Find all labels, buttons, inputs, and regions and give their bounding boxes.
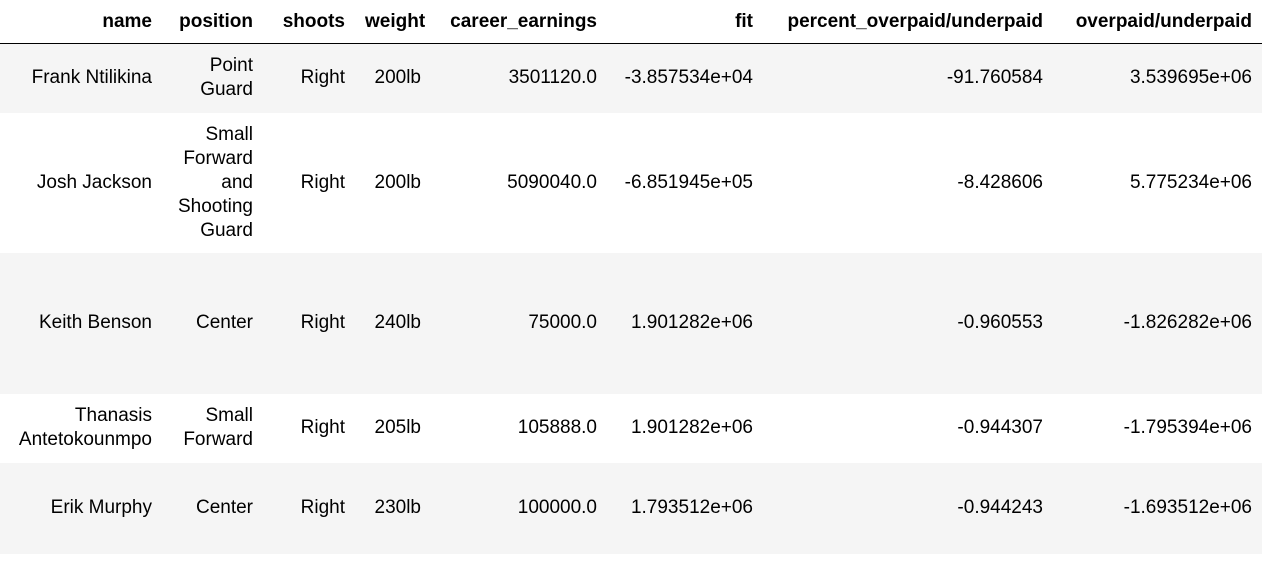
- cell-fit: 1.793512e+06: [607, 462, 763, 554]
- column-header-shoots: shoots: [263, 0, 355, 44]
- cell-percent-overpaid-underpaid: -8.428606: [763, 112, 1053, 253]
- cell-percent-overpaid-underpaid: -0.944243: [763, 462, 1053, 554]
- column-header-position: position: [162, 0, 263, 44]
- table-row: Frank Ntilikina Point Guard Right 200lb …: [0, 43, 1262, 113]
- cell-weight: 230lb: [355, 462, 431, 554]
- header-row: name position shoots weight career_earni…: [0, 0, 1262, 44]
- cell-position: Center: [162, 462, 263, 554]
- cell-overpaid-underpaid: 3.539695e+06: [1053, 43, 1262, 113]
- column-header-percent-overpaid-underpaid: percent_overpaid/underpaid: [763, 0, 1053, 44]
- cell-position: Small Forward and Shooting Guard: [162, 112, 263, 253]
- dataframe-table: name position shoots weight career_earni…: [0, 0, 1262, 554]
- column-header-name: name: [0, 0, 162, 44]
- cell-name: Frank Ntilikina: [0, 43, 162, 113]
- cell-fit: 1.901282e+06: [607, 393, 763, 463]
- cell-overpaid-underpaid: 5.775234e+06: [1053, 112, 1262, 253]
- column-header-weight: weight: [355, 0, 431, 44]
- cell-position: Center: [162, 252, 263, 394]
- table-row: Thanasis Antetokounmpo Small Forward Rig…: [0, 393, 1262, 463]
- cell-overpaid-underpaid: -1.826282e+06: [1053, 252, 1262, 394]
- cell-career-earnings: 105888.0: [431, 393, 607, 463]
- cell-shoots: Right: [263, 252, 355, 394]
- cell-position: Point Guard: [162, 43, 263, 113]
- cell-career-earnings: 100000.0: [431, 462, 607, 554]
- cell-weight: 200lb: [355, 112, 431, 253]
- table-row: Josh Jackson Small Forward and Shooting …: [0, 112, 1262, 253]
- cell-fit: 1.901282e+06: [607, 252, 763, 394]
- column-header-career-earnings: career_earnings: [431, 0, 607, 44]
- cell-weight: 200lb: [355, 43, 431, 113]
- cell-career-earnings: 3501120.0: [431, 43, 607, 113]
- cell-position: Small Forward: [162, 393, 263, 463]
- cell-percent-overpaid-underpaid: -91.760584: [763, 43, 1053, 113]
- cell-career-earnings: 5090040.0: [431, 112, 607, 253]
- cell-shoots: Right: [263, 462, 355, 554]
- column-header-overpaid-underpaid: overpaid/underpaid: [1053, 0, 1262, 44]
- cell-career-earnings: 75000.0: [431, 252, 607, 394]
- cell-percent-overpaid-underpaid: -0.960553: [763, 252, 1053, 394]
- table-row: Erik Murphy Center Right 230lb 100000.0 …: [0, 462, 1262, 554]
- cell-name: Josh Jackson: [0, 112, 162, 253]
- column-header-fit: fit: [607, 0, 763, 44]
- cell-weight: 205lb: [355, 393, 431, 463]
- cell-overpaid-underpaid: -1.795394e+06: [1053, 393, 1262, 463]
- cell-name: Thanasis Antetokounmpo: [0, 393, 162, 463]
- cell-shoots: Right: [263, 112, 355, 253]
- cell-weight: 240lb: [355, 252, 431, 394]
- cell-shoots: Right: [263, 43, 355, 113]
- cell-percent-overpaid-underpaid: -0.944307: [763, 393, 1053, 463]
- cell-fit: -6.851945e+05: [607, 112, 763, 253]
- cell-fit: -3.857534e+04: [607, 43, 763, 113]
- cell-shoots: Right: [263, 393, 355, 463]
- cell-overpaid-underpaid: -1.693512e+06: [1053, 462, 1262, 554]
- cell-name: Keith Benson: [0, 252, 162, 394]
- table-row: Keith Benson Center Right 240lb 75000.0 …: [0, 252, 1262, 394]
- cell-name: Erik Murphy: [0, 462, 162, 554]
